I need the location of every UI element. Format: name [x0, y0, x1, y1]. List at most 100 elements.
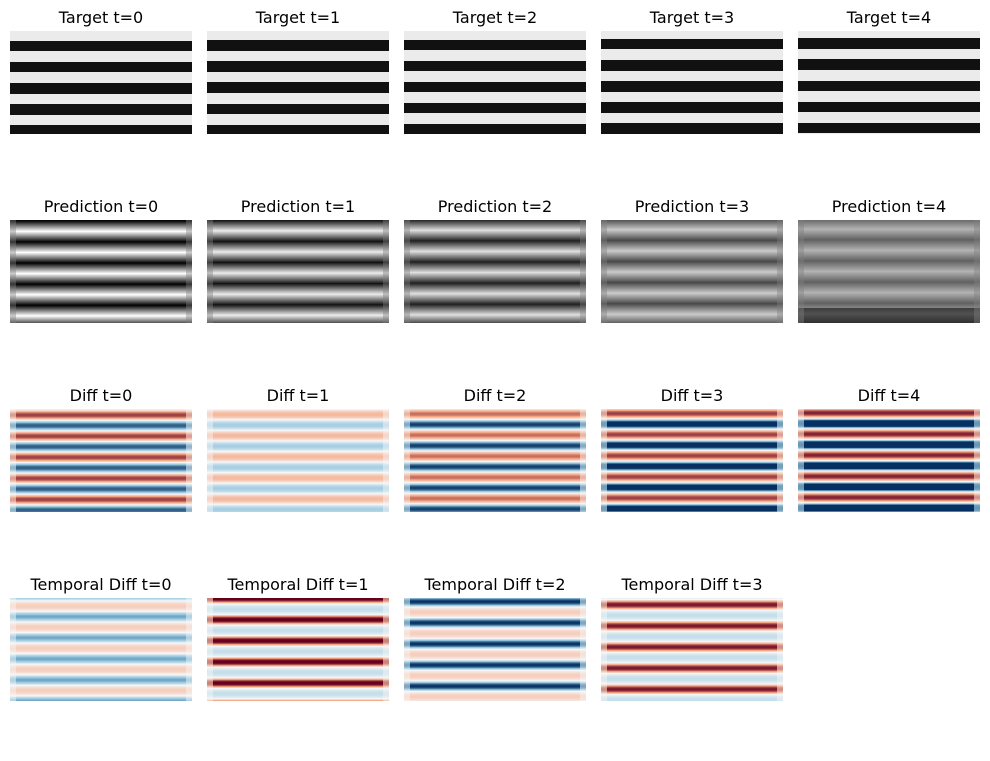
heatmap-edge: [777, 242, 783, 244]
heatmap-edge: [580, 641, 586, 643]
heatmap-row: [601, 229, 783, 231]
heatmap-row: [798, 89, 980, 91]
heatmap-row: [10, 81, 192, 83]
heatmap-edge: [10, 415, 16, 417]
heatmap-row: [798, 128, 980, 130]
heatmap-row: [404, 225, 586, 227]
heatmap-edge: [404, 466, 410, 468]
heatmap-row: [798, 86, 980, 88]
heatmap-row: [601, 505, 783, 507]
heatmap-edge: [10, 422, 16, 424]
heatmap-row: [404, 462, 586, 464]
heatmap-edge: [186, 264, 192, 266]
heatmap-row: [207, 242, 389, 244]
heatmap-edge: [601, 665, 607, 667]
heatmap-edge: [383, 656, 389, 658]
heatmap-row: [404, 113, 586, 115]
heatmap-row: [798, 80, 980, 82]
heatmap-row: [798, 322, 980, 323]
heatmap-edge: [974, 223, 980, 225]
heatmap-row: [798, 53, 980, 55]
heatmap-row: [601, 462, 783, 464]
heatmap-row: [404, 481, 586, 483]
heatmap-edge: [10, 670, 16, 672]
heatmap-edge: [580, 474, 586, 476]
heatmap-row: [207, 126, 389, 128]
heatmap-edge: [798, 414, 804, 416]
heatmap-edge: [404, 428, 410, 430]
heatmap-row: [10, 89, 192, 91]
heatmap-edge: [404, 281, 410, 283]
heatmap-edge: [186, 498, 192, 500]
heatmap-row: [798, 107, 980, 109]
heatmap-edge: [207, 656, 213, 658]
heatmap-edge: [383, 599, 389, 601]
heatmap-row: [798, 60, 980, 62]
heatmap-edge: [601, 484, 607, 486]
heatmap-edge: [186, 254, 192, 256]
heatmap-row: [10, 296, 192, 298]
heatmap-row: [601, 93, 783, 95]
heatmap-edge: [777, 241, 783, 243]
heatmap-edge: [777, 221, 783, 223]
heatmap-row: [601, 100, 783, 102]
heatmap-edge: [798, 254, 804, 256]
heatmap-row: [601, 602, 783, 604]
heatmap-edge: [207, 453, 213, 455]
heatmap-row: [207, 48, 389, 50]
heatmap-row: [10, 111, 192, 113]
heatmap-edge: [186, 290, 192, 292]
heatmap-row: [601, 280, 783, 282]
heatmap-row: [404, 441, 586, 443]
heatmap-edge: [974, 261, 980, 263]
heatmap-edge: [10, 306, 16, 308]
heatmap-row: [798, 124, 980, 126]
heatmap-edge: [601, 690, 607, 692]
heatmap-row: [601, 265, 783, 267]
heatmap-row: [10, 254, 192, 256]
heatmap-row: [404, 320, 586, 322]
heatmap-edge: [974, 494, 980, 496]
heatmap-row: [404, 79, 586, 81]
heatmap-row: [207, 602, 389, 604]
heatmap-row: [207, 49, 389, 51]
heatmap-row: [10, 289, 192, 291]
heatmap-edge: [186, 695, 192, 697]
heatmap-edge: [974, 237, 980, 239]
heatmap-edge: [777, 239, 783, 241]
heatmap-edge: [798, 497, 804, 499]
heatmap-row: [10, 414, 192, 416]
heatmap-row: [207, 245, 389, 247]
panel-title-diff-t3: Diff t=3: [660, 386, 724, 405]
heatmap-row: [601, 634, 783, 636]
heatmap-row: [207, 96, 389, 98]
heatmap-row: [601, 692, 783, 694]
panel-title-prediction-t2: Prediction t=2: [437, 197, 553, 216]
heatmap-edge: [10, 423, 16, 425]
heatmap-row: [207, 304, 389, 306]
heatmap-row: [404, 223, 586, 225]
heatmap-row: [207, 278, 389, 280]
heatmap-edge: [974, 238, 980, 240]
heatmap-edge: [974, 308, 980, 310]
heatmap-row: [10, 127, 192, 129]
heatmap-edge: [580, 647, 586, 649]
heatmap-edge: [207, 478, 213, 480]
heatmap-row: [10, 474, 192, 476]
heatmap-row: [404, 292, 586, 294]
heatmap-edge: [383, 275, 389, 277]
heatmap-edge: [186, 283, 192, 285]
heatmap-edge: [404, 272, 410, 274]
heatmap-edge: [974, 497, 980, 499]
heatmap-edge: [798, 235, 804, 237]
heatmap-row: [10, 62, 192, 64]
heatmap-edge: [207, 648, 213, 650]
heatmap-edge: [207, 669, 213, 671]
heatmap-edge: [186, 433, 192, 435]
heatmap-row: [207, 244, 389, 246]
heatmap-edge: [601, 697, 607, 699]
heatmap-edge: [601, 313, 607, 315]
heatmap-edge: [580, 606, 586, 608]
heatmap-edge: [186, 240, 192, 242]
heatmap-row: [207, 60, 389, 62]
